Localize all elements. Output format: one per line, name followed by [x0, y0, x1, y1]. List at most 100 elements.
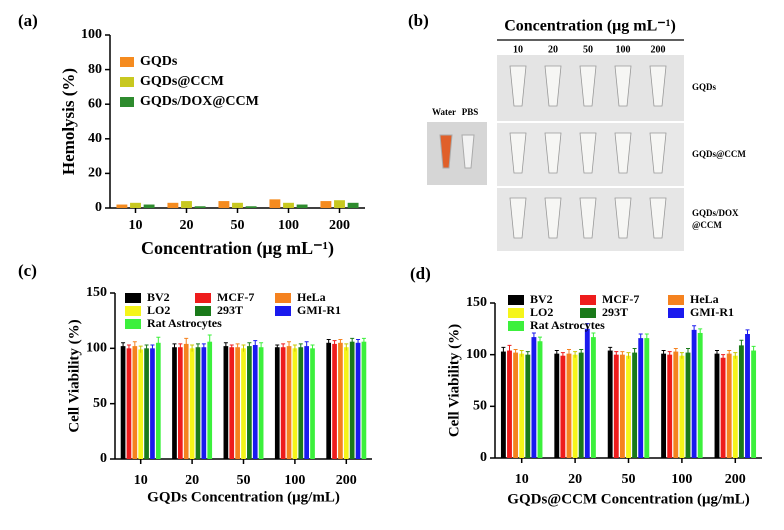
error-bar — [326, 338, 331, 347]
bar — [167, 202, 179, 208]
error-bar — [172, 343, 177, 351]
legend-swatch — [125, 319, 141, 329]
legend-label: LO2 — [147, 303, 170, 317]
error-bar — [241, 344, 246, 352]
legend-label: MCF-7 — [602, 292, 639, 306]
legend-swatch — [580, 308, 596, 318]
error-bar — [714, 350, 719, 357]
bar — [349, 341, 355, 459]
error-bar — [253, 340, 258, 350]
bar — [181, 201, 192, 208]
legend-label: 293T — [602, 305, 628, 319]
bar — [578, 352, 584, 458]
tube — [614, 197, 632, 239]
bar — [607, 350, 613, 458]
pbs-tube — [461, 134, 475, 169]
error-bar — [223, 342, 228, 350]
bar — [178, 347, 183, 459]
bar — [320, 201, 332, 208]
bar — [347, 202, 359, 208]
legend-label: GMI-R1 — [297, 303, 341, 317]
error-bar — [667, 351, 672, 358]
error-bar — [287, 341, 292, 351]
bar — [229, 347, 235, 459]
error-bar — [247, 342, 252, 350]
bar — [296, 204, 308, 208]
error-bar — [138, 345, 143, 353]
control-photo — [427, 122, 487, 185]
bar — [355, 342, 361, 459]
y-axis-label: Cell Viability (%) — [446, 324, 462, 437]
bar — [241, 348, 246, 459]
legend-swatch — [668, 308, 684, 318]
bar — [673, 351, 679, 458]
legend-swatch — [508, 295, 524, 305]
error-bar — [195, 343, 200, 351]
bar — [554, 353, 560, 458]
error-bar — [733, 352, 738, 359]
legend-label: LO2 — [530, 305, 553, 319]
bar — [130, 202, 141, 208]
bar — [223, 346, 229, 459]
error-bar — [751, 345, 756, 355]
bar — [245, 206, 257, 208]
x-tick-label: 100 — [278, 218, 299, 233]
bar — [507, 350, 512, 458]
legend-label: Rat Astrocytes — [530, 318, 605, 332]
error-bar — [579, 349, 584, 356]
error-bar — [150, 344, 155, 352]
bar — [194, 206, 206, 208]
error-bar — [361, 337, 366, 346]
legend-swatch — [580, 295, 596, 305]
error-bar — [292, 344, 297, 352]
error-bar — [531, 332, 536, 342]
tube — [509, 65, 527, 107]
error-bar — [281, 343, 286, 351]
x-tick-label: 20 — [185, 473, 199, 488]
tube — [579, 132, 597, 174]
error-bar — [591, 332, 596, 342]
bar — [632, 352, 638, 458]
error-bar — [184, 337, 189, 350]
error-bar — [507, 344, 512, 356]
bar — [685, 352, 691, 458]
bar — [714, 353, 720, 458]
tube — [544, 132, 562, 174]
bar — [332, 343, 337, 459]
error-bar — [745, 329, 750, 339]
tube — [509, 197, 527, 239]
bar — [132, 346, 138, 459]
y-tick-label: 100 — [466, 347, 487, 362]
control-label: Water — [432, 107, 456, 117]
bar — [500, 351, 506, 458]
bar — [138, 349, 144, 459]
bar — [116, 204, 128, 208]
error-bar — [132, 341, 137, 351]
legend-swatch — [275, 293, 291, 303]
bar — [697, 332, 703, 458]
bar — [667, 354, 673, 458]
bar — [126, 348, 132, 459]
error-bar — [126, 344, 131, 352]
legend-swatch — [125, 293, 141, 303]
y-tick-label: 20 — [88, 166, 102, 181]
error-bar — [632, 347, 637, 357]
x-tick-label: 50 — [237, 473, 251, 488]
error-bar — [661, 350, 666, 357]
error-bar — [739, 339, 744, 351]
error-bar — [513, 349, 518, 356]
error-bar — [519, 350, 524, 357]
error-bar — [207, 334, 212, 349]
error-bar — [201, 343, 206, 351]
bar — [537, 341, 543, 458]
bar — [751, 350, 757, 458]
y-tick-label: 0 — [95, 200, 102, 215]
error-bar — [310, 344, 315, 352]
legend-label: GMI-R1 — [690, 305, 734, 319]
x-tick-label: 100 — [671, 472, 692, 487]
tube — [509, 132, 527, 174]
legend-swatch — [508, 321, 524, 331]
error-bar — [608, 346, 613, 354]
error-bar — [350, 337, 355, 346]
